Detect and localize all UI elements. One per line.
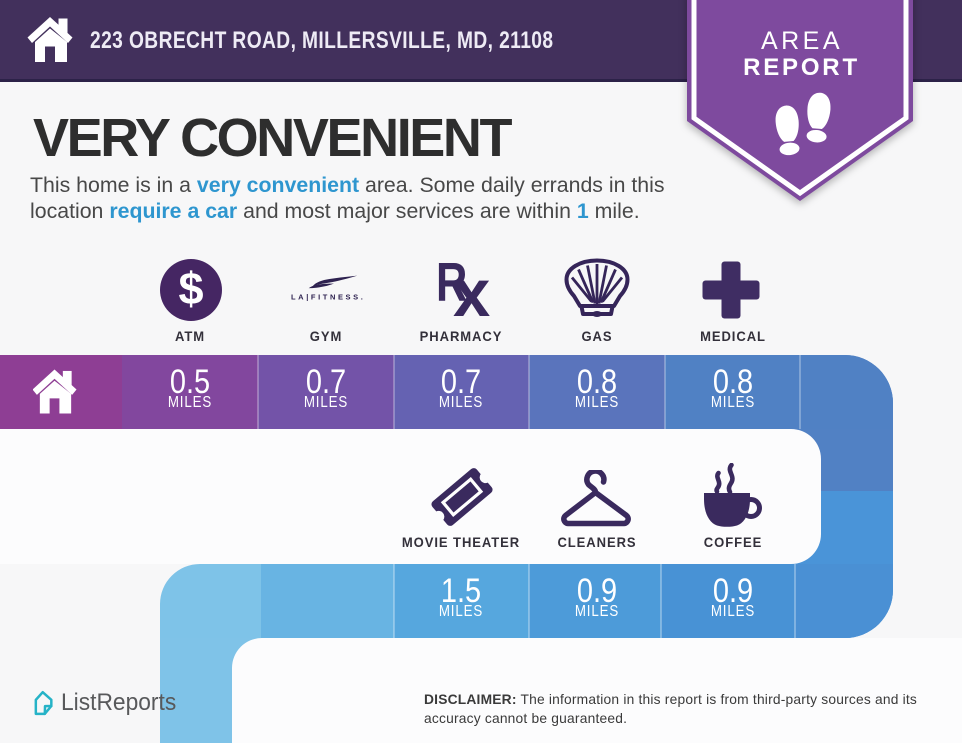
svg-text:LA|FITNESS.: LA|FITNESS.: [291, 293, 365, 302]
svg-text:REPORT: REPORT: [743, 54, 860, 81]
svg-text:AREA: AREA: [761, 27, 843, 55]
